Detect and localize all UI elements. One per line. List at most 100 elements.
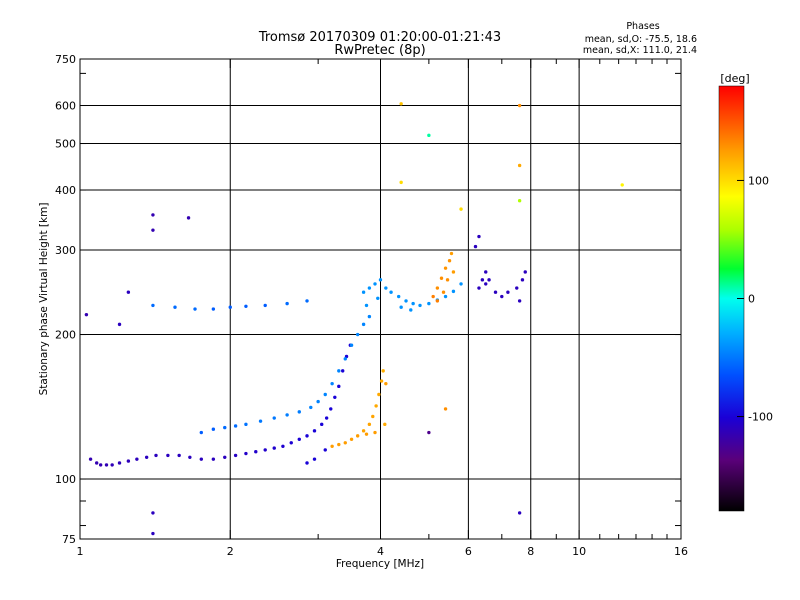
colorbar-tick-label: -100 <box>748 411 773 424</box>
data-point <box>378 278 383 282</box>
data-point <box>233 453 238 458</box>
y-tick-label: 600 <box>55 100 76 113</box>
data-point <box>523 270 527 274</box>
data-point <box>355 434 360 438</box>
data-point <box>445 278 450 282</box>
data-point <box>263 303 267 308</box>
data-point <box>84 312 89 317</box>
data-point <box>517 163 522 168</box>
data-point <box>285 413 289 417</box>
chart-subtitle: RwPretec (8p) <box>334 43 425 58</box>
data-point <box>211 457 216 461</box>
data-point <box>333 395 337 400</box>
data-point <box>254 450 258 454</box>
phases-o-mode-stats: mean, sd,O: -75.5, 18.6 <box>585 34 697 45</box>
data-point <box>383 422 387 427</box>
data-point <box>384 286 388 290</box>
colorbar-unit: [deg] <box>720 72 749 85</box>
data-point <box>477 286 481 290</box>
data-point <box>316 399 320 404</box>
data-point <box>126 290 131 294</box>
data-point <box>244 451 248 456</box>
data-point <box>515 286 519 290</box>
data-point <box>281 444 285 449</box>
data-point <box>399 305 403 309</box>
data-point <box>379 379 384 383</box>
data-point <box>329 407 333 411</box>
x-tick-label: 6 <box>465 545 472 558</box>
data-point <box>439 276 444 280</box>
data-point <box>427 133 431 138</box>
data-point <box>323 448 327 452</box>
data-point <box>151 228 155 232</box>
data-point <box>367 314 372 319</box>
data-point <box>376 296 380 300</box>
x-tick-label: 16 <box>674 545 688 558</box>
data-point <box>151 213 155 217</box>
data-point <box>517 299 522 303</box>
data-point <box>151 303 155 308</box>
data-point <box>371 414 375 419</box>
data-point <box>193 307 197 311</box>
x-tick-label: 4 <box>377 545 384 558</box>
x-tick-label: 10 <box>572 545 586 558</box>
data-point <box>258 419 263 423</box>
data-point <box>399 102 403 106</box>
data-point <box>110 463 114 467</box>
data-point <box>620 183 624 187</box>
data-point <box>272 446 276 450</box>
x-tick-label: 1 <box>77 545 84 558</box>
data-point <box>349 343 354 347</box>
data-point <box>480 278 485 282</box>
data-point <box>211 427 216 431</box>
data-point <box>244 304 248 309</box>
data-point <box>151 531 155 536</box>
data-point <box>144 455 149 459</box>
data-point <box>297 437 301 441</box>
data-point <box>487 278 491 282</box>
data-point <box>364 432 369 436</box>
data-point <box>228 305 232 309</box>
data-point <box>449 251 454 256</box>
data-point <box>451 289 456 294</box>
phases-info-box: Phases mean, sd,O: -75.5, 18.6 mean, sd,… <box>583 21 697 56</box>
data-point <box>94 461 99 465</box>
data-point <box>473 244 478 249</box>
x-tick-label: 8 <box>527 545 534 558</box>
data-point <box>517 511 522 515</box>
data-point <box>477 234 481 239</box>
data-point <box>411 301 415 306</box>
data-point <box>367 286 372 290</box>
data-point <box>373 430 377 435</box>
colorbar-tick-label: 100 <box>748 174 769 187</box>
data-point <box>377 392 381 397</box>
x-axis-label: Frequency [MHz] <box>336 558 424 570</box>
data-point <box>427 301 431 306</box>
data-point <box>435 299 440 303</box>
data-point <box>404 299 408 303</box>
data-point <box>186 216 191 220</box>
data-point <box>154 453 158 458</box>
data-point <box>337 442 341 447</box>
chart-title-group: Tromsø 20170309 01:20:00-01:21:43 RwPret… <box>258 30 501 58</box>
data-point <box>484 282 488 286</box>
data-point <box>396 294 401 299</box>
data-point <box>305 461 309 465</box>
data-point <box>451 270 456 274</box>
data-point <box>289 441 293 445</box>
data-point <box>443 407 448 411</box>
x-tick-labels: 1 2 4 6 8 10 16 <box>77 545 689 558</box>
data-point <box>361 429 366 433</box>
colorbar: [deg] -100 0 100 <box>718 72 773 512</box>
data-point <box>233 424 238 428</box>
data-point <box>517 199 522 203</box>
data-point <box>244 422 248 427</box>
data-point <box>459 207 463 211</box>
data-point <box>409 308 413 312</box>
data-point <box>211 307 216 311</box>
data-point <box>367 422 372 427</box>
data-point <box>431 294 435 299</box>
data-point <box>126 459 131 463</box>
data-point <box>337 384 341 389</box>
data-point <box>151 511 155 515</box>
